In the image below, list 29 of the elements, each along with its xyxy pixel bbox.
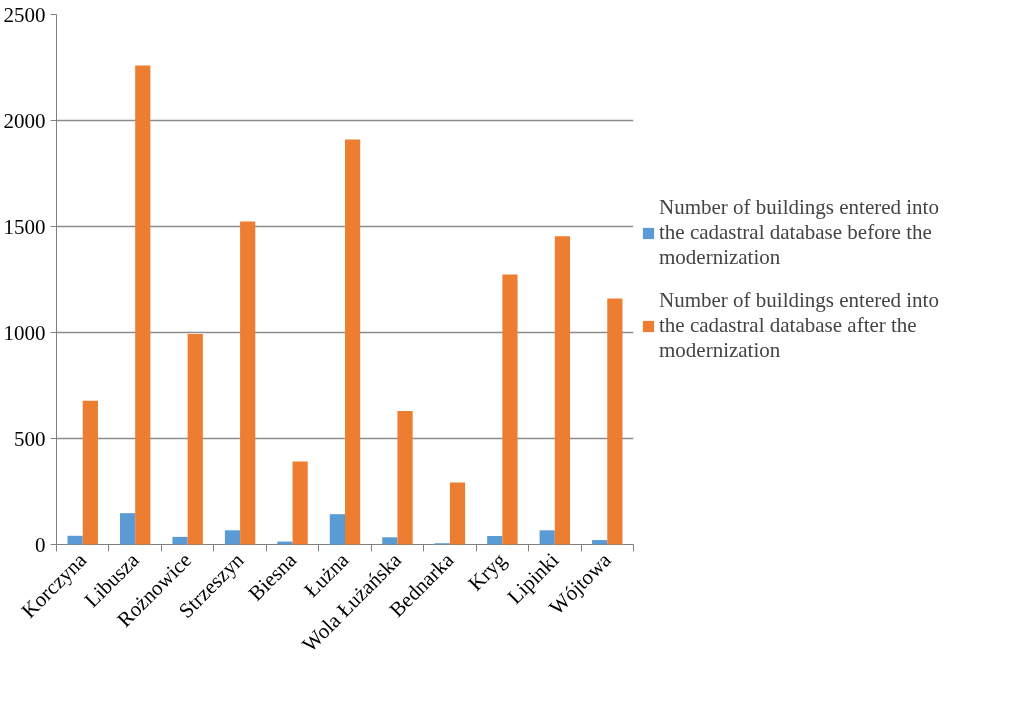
y-tick-label: 1000 <box>3 320 46 345</box>
bar <box>119 513 136 545</box>
bar <box>607 298 623 545</box>
bar <box>82 400 98 545</box>
bar <box>329 514 345 545</box>
legend-label: Number of buildings entered into the cadastral database before the modernization <box>659 195 939 270</box>
bar <box>292 461 308 545</box>
bar <box>449 482 466 545</box>
bar <box>554 236 571 545</box>
bar <box>382 537 398 545</box>
bar <box>172 536 188 545</box>
bar <box>539 530 555 545</box>
y-tick-label: 500 <box>14 426 46 451</box>
bar <box>187 333 203 545</box>
bar <box>277 541 293 545</box>
bar <box>224 530 241 545</box>
y-tick-label: 0 <box>35 532 46 557</box>
y-tick-label: 2000 <box>3 108 46 133</box>
bar <box>135 65 151 545</box>
bar <box>502 274 518 545</box>
bar <box>67 535 83 545</box>
y-tick-label: 1500 <box>3 214 46 239</box>
bar <box>240 221 256 545</box>
bar <box>345 139 361 545</box>
legend-label: Number of buildings entered into the cadastral database after the modernization <box>659 288 939 363</box>
bar <box>592 540 608 545</box>
y-tick-label: 2500 <box>3 2 46 27</box>
bar <box>397 410 413 545</box>
bar <box>487 536 503 545</box>
